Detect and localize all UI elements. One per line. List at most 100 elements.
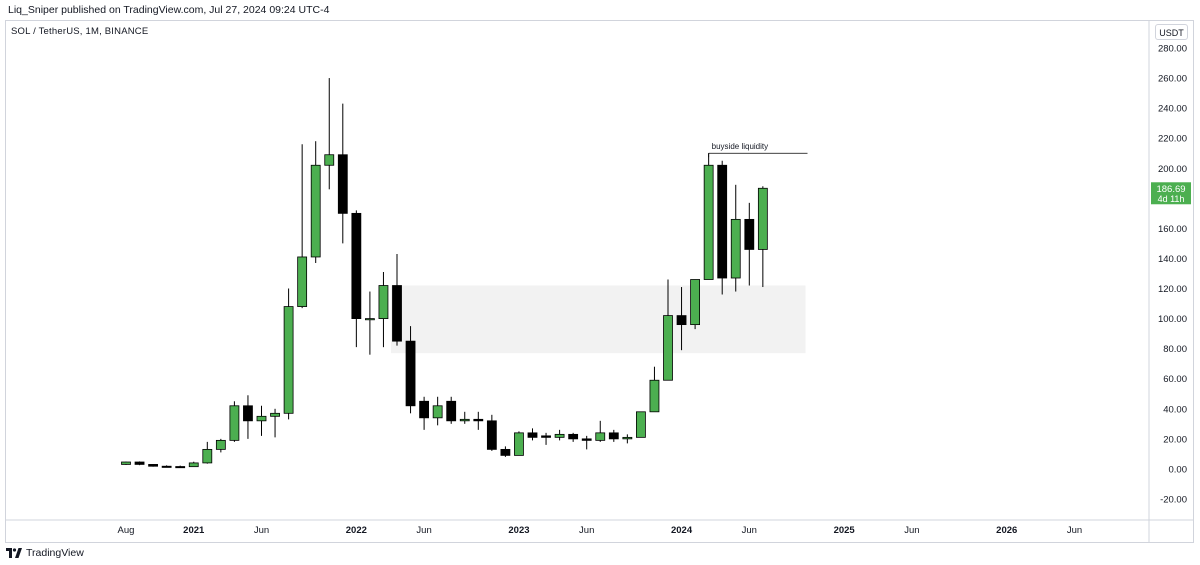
candle: [595, 420, 606, 442]
candle: [703, 153, 714, 280]
price-tick-label: 220.00: [1158, 134, 1187, 145]
time-tick-label: Jun: [1067, 525, 1082, 536]
candle: [378, 271, 389, 348]
candle-body: [690, 279, 700, 326]
candle: [446, 396, 457, 424]
candle: [432, 396, 443, 426]
candle: [663, 279, 673, 381]
published-info: Liq_Sniper published on TradingView.com,…: [8, 4, 330, 16]
time-tick-label: Jun: [904, 525, 919, 536]
candle: [148, 464, 159, 467]
price-tick-label: 200.00: [1158, 164, 1187, 175]
last-price-tag-bg: [1151, 182, 1191, 205]
candle-body: [744, 218, 755, 250]
candle: [364, 291, 375, 355]
candle: [500, 446, 511, 457]
candle: [690, 279, 700, 330]
time-tick-label: Jun: [742, 525, 757, 536]
candle: [202, 441, 213, 464]
last-price-value: 186.69: [1156, 184, 1185, 195]
last-price-countdown: 4d 11h: [1158, 194, 1185, 204]
candle: [527, 428, 538, 441]
candle: [256, 405, 267, 436]
candle: [337, 103, 348, 244]
candle-body: [432, 405, 443, 419]
currency-button[interactable]: USDT: [1155, 24, 1188, 40]
annotation-layer: buyside liquidity: [708, 142, 808, 158]
candle: [514, 431, 524, 456]
time-tick-label: Jun: [579, 525, 594, 536]
price-tick-label: 280.00: [1158, 44, 1187, 55]
candle: [121, 461, 131, 465]
time-tick-label: Aug: [118, 525, 135, 536]
candle: [405, 326, 416, 414]
candle-body: [351, 212, 362, 319]
candle: [541, 432, 551, 445]
candle-body: [514, 432, 524, 456]
candle-body: [486, 420, 497, 450]
candle: [229, 401, 240, 442]
candle-body: [649, 379, 660, 413]
buyside-liquidity-label: buyside liquidity: [712, 142, 768, 151]
candle-body: [256, 415, 267, 422]
price-tick-label: 240.00: [1158, 104, 1187, 115]
candle-body: [243, 405, 253, 422]
candle: [161, 465, 172, 468]
candle-body: [730, 218, 741, 279]
publisher-bar: Liq_Sniper published on TradingView.com,…: [0, 0, 1200, 18]
candle: [608, 429, 619, 442]
candle: [351, 210, 362, 348]
candle: [297, 144, 308, 309]
candle: [175, 465, 186, 469]
zone-layer: [391, 285, 806, 354]
candle-body: [324, 154, 335, 166]
candle-body: [419, 400, 430, 419]
price-tick-label: 0.00: [1169, 464, 1188, 475]
price-tick-label: -20.00: [1160, 495, 1187, 506]
candle-body: [148, 464, 159, 467]
time-tick-label: Jun: [254, 525, 269, 536]
candle: [649, 366, 660, 413]
candle: [459, 411, 470, 424]
price-tick-label: 120.00: [1158, 284, 1187, 295]
candle-body: [608, 432, 619, 440]
candle-body: [541, 435, 551, 438]
candle: [486, 414, 497, 451]
candle: [473, 411, 484, 430]
candle: [324, 78, 335, 190]
price-tick-label: 160.00: [1158, 224, 1187, 235]
candle-body: [188, 462, 199, 468]
candle: [283, 288, 294, 420]
price-tick-label: 140.00: [1158, 254, 1187, 265]
time-axis: Aug 2021 Jun 2022 Jun 2023 Jun 2024 Jun 2025 Jun 20…: [6, 519, 1193, 536]
candle-body: [676, 315, 687, 326]
candle: [419, 396, 430, 430]
candle: [310, 141, 321, 263]
time-tick-label: 2025: [834, 525, 856, 536]
candle: [744, 202, 755, 286]
candle-layer: [121, 78, 768, 469]
candle-body: [175, 466, 186, 469]
candle-body: [378, 285, 389, 320]
candle-body: [757, 187, 768, 250]
candle-body: [337, 154, 348, 214]
candle-body: [229, 405, 240, 441]
time-tick-label: 2026: [996, 525, 1017, 536]
candle-body: [283, 306, 294, 414]
candle: [554, 429, 565, 441]
candle-body: [636, 411, 646, 438]
candle-body: [622, 436, 633, 440]
candle-body: [568, 433, 579, 440]
time-tick-label: 2023: [508, 525, 529, 536]
time-tick-label: 2021: [183, 525, 205, 536]
candle-body: [446, 400, 457, 422]
footer-brand[interactable]: TradingView: [6, 546, 84, 560]
candle-body: [663, 315, 673, 381]
candle-body: [270, 412, 280, 417]
candle: [188, 461, 199, 468]
candle: [636, 411, 646, 438]
candle-body: [527, 432, 538, 438]
time-tick-label: Jun: [416, 525, 431, 536]
